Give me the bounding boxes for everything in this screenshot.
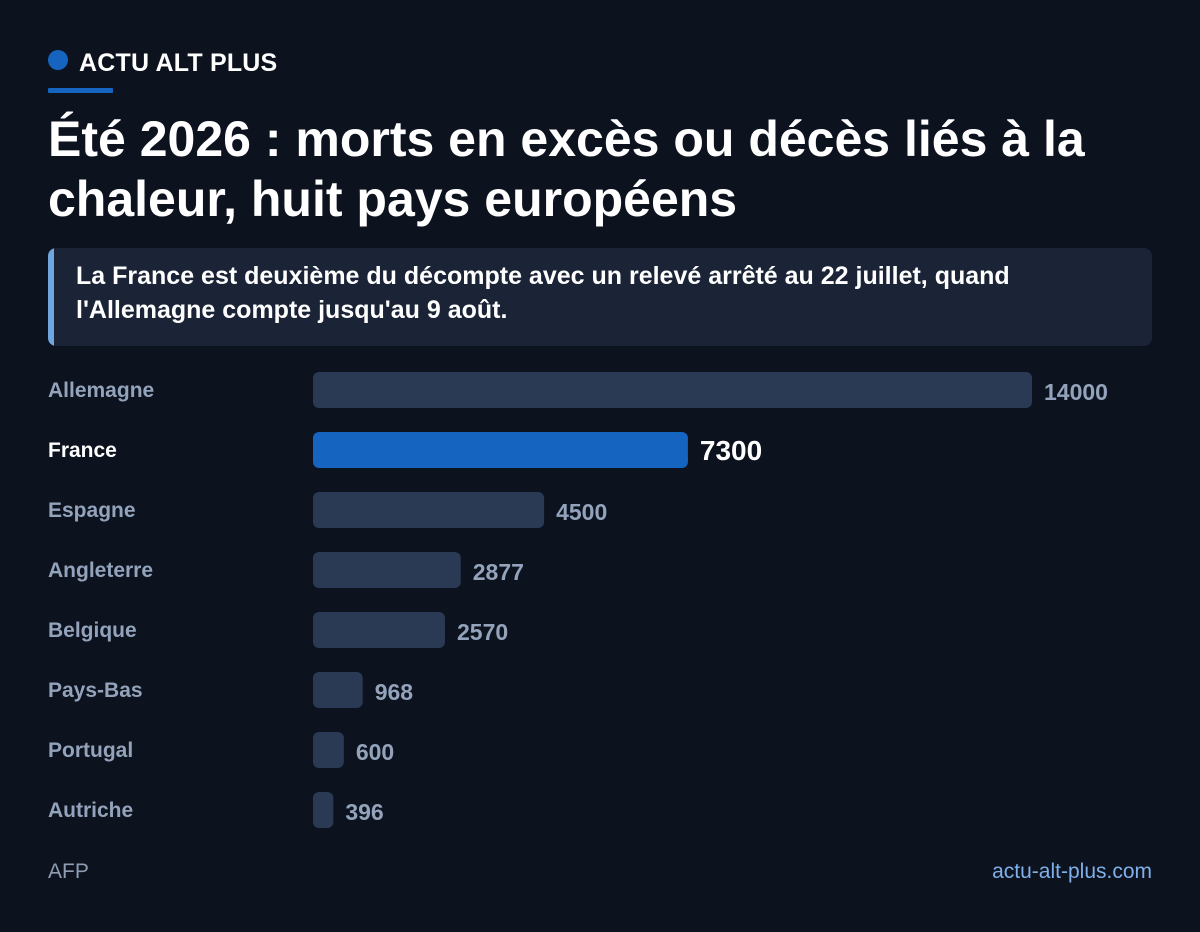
category-label-france: France bbox=[48, 439, 117, 462]
category-label-angleterre: Angleterre bbox=[48, 559, 153, 582]
bar-belgique bbox=[313, 612, 445, 648]
value-label-portugal: 600 bbox=[356, 739, 394, 765]
value-label-espagne: 4500 bbox=[556, 499, 607, 525]
value-label-autriche: 396 bbox=[345, 799, 383, 825]
site-link[interactable]: actu-alt-plus.com bbox=[992, 860, 1152, 883]
category-label-autriche: Autriche bbox=[48, 799, 133, 822]
bar-espagne bbox=[313, 492, 545, 528]
category-label-espagne: Espagne bbox=[48, 499, 136, 522]
chart-subtitle: La France est deuxième du décompte avec … bbox=[76, 262, 1010, 324]
bar-autriche bbox=[313, 792, 334, 828]
value-label-pays-bas: 968 bbox=[375, 679, 414, 705]
bar-portugal bbox=[313, 732, 344, 768]
category-label-pays-bas: Pays-Bas bbox=[48, 679, 143, 702]
brand-name: ACTU ALT PLUS bbox=[79, 48, 278, 77]
brand-underline bbox=[48, 88, 113, 93]
value-label-belgique: 2570 bbox=[457, 619, 508, 645]
bar-france bbox=[313, 432, 688, 468]
value-label-france: 7300 bbox=[700, 435, 762, 466]
category-label-allemagne: Allemagne bbox=[48, 379, 154, 402]
brand-header: ACTU ALT PLUS bbox=[48, 48, 277, 78]
value-label-angleterre: 2877 bbox=[473, 559, 524, 585]
subtitle-box: La France est deuxième du décompte avec … bbox=[48, 248, 1152, 346]
value-label-allemagne: 14000 bbox=[1044, 379, 1108, 405]
bar-angleterre bbox=[313, 552, 461, 588]
bar-pays-bas bbox=[313, 672, 363, 708]
brand-dot-icon bbox=[48, 50, 68, 70]
chart-title: Été 2026 : morts en excès ou décès liés … bbox=[48, 111, 1085, 227]
category-label-portugal: Portugal bbox=[48, 739, 133, 762]
bar-allemagne bbox=[313, 372, 1032, 408]
source-credit: AFP bbox=[48, 860, 89, 883]
category-label-belgique: Belgique bbox=[48, 619, 137, 642]
subtitle-accent-bar bbox=[48, 248, 54, 346]
